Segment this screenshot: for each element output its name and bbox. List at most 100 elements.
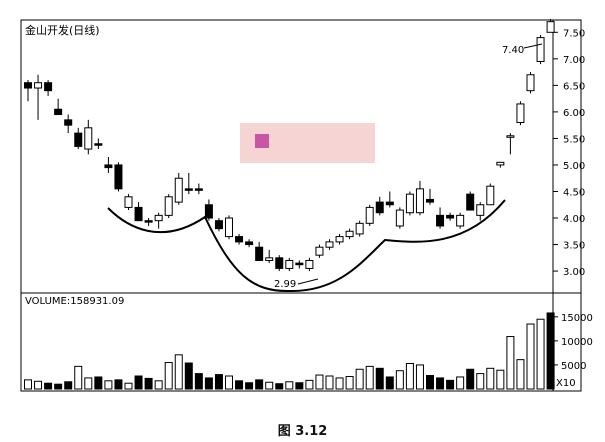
volume-bar (536, 318, 545, 390)
candle-body (285, 259, 294, 269)
candle-body (385, 201, 394, 206)
volume-bar (365, 365, 374, 390)
volume-bar (456, 376, 465, 390)
volume-bar (104, 380, 113, 390)
volume-bar (325, 375, 334, 390)
volume-bar (84, 377, 93, 390)
volume-bar (426, 375, 434, 390)
volume-bar (225, 375, 233, 390)
volume-bar (64, 381, 73, 390)
candle-body (526, 74, 535, 92)
volume-bar (345, 375, 354, 390)
chart-title: 金山开发(日线) (25, 23, 100, 37)
volume-bar (466, 368, 475, 390)
volume-bar (174, 354, 183, 390)
chart-frame (20, 19, 582, 392)
volume-bar (144, 377, 153, 390)
price-tick-label: 7.50 (563, 28, 585, 39)
price-tick-label: 6.50 (563, 81, 585, 92)
high-arrow (523, 43, 543, 49)
candle-body (546, 21, 555, 33)
volume-bar (275, 383, 284, 390)
volume-bar (114, 379, 123, 390)
volume-bar (74, 365, 83, 390)
figure-caption: 图 3.12 (277, 424, 328, 439)
volume-bar (415, 364, 424, 390)
candle-body (426, 198, 434, 203)
volume-bar (54, 383, 63, 390)
volume-bar (24, 379, 32, 390)
candle-body (84, 127, 93, 150)
candle-body (245, 241, 254, 246)
candle-body (134, 206, 143, 222)
candle-body (54, 108, 63, 116)
candle-body (536, 37, 545, 62)
volume-bar (385, 376, 394, 390)
volume-tick-label: 10000 (561, 337, 593, 348)
candle-body (24, 82, 32, 89)
candle-body (355, 222, 364, 235)
candle-body (345, 230, 354, 238)
volume-bar (285, 381, 294, 390)
candle-body (456, 214, 465, 227)
candle-body (375, 201, 384, 214)
candle-body (74, 132, 83, 147)
volume-bar (516, 359, 525, 390)
candle-body (184, 188, 193, 191)
candle-body (124, 196, 133, 208)
candle-body (446, 214, 455, 219)
candle-body (174, 177, 183, 203)
volume-bar (496, 369, 505, 390)
price-tick-label: 3.50 (563, 241, 585, 252)
volume-bar (526, 323, 535, 390)
candle-body (235, 236, 244, 243)
candle-body (104, 164, 113, 169)
candle-body (64, 119, 73, 126)
candle-body (415, 188, 424, 214)
volume-bar (124, 382, 133, 390)
candle-body (315, 246, 324, 256)
volume-tick-label: 15000 (561, 313, 593, 324)
bottom-curve (107, 199, 506, 293)
volume-bar (436, 377, 445, 390)
candle-body (486, 185, 495, 206)
volume-tick-label: 5000 (561, 361, 586, 372)
price-tick-label: 7.00 (563, 55, 585, 66)
candle-body (335, 236, 344, 243)
candle-body (466, 193, 475, 211)
price-tick-label: 3.00 (563, 267, 585, 278)
candle-body (395, 209, 404, 227)
price-tick-label: 4.50 (563, 187, 585, 198)
volume-bar (154, 380, 163, 390)
volume-bar (335, 377, 344, 390)
low-label: 2.99 (274, 279, 296, 290)
volume-bar (546, 312, 555, 390)
watermark-mark (255, 134, 269, 148)
volume-label: VOLUME:158931.09 (25, 296, 124, 307)
high-label: 7.40 (502, 45, 524, 56)
volume-bar (355, 368, 364, 390)
candle-body (34, 82, 43, 89)
candle-body (506, 135, 515, 138)
volume-bar (295, 382, 304, 390)
volume-multiplier: X10 (556, 378, 576, 389)
candle-body (295, 262, 304, 266)
candle-body (225, 217, 233, 238)
price-tick-label: 5.00 (563, 161, 585, 172)
candle-body (194, 188, 203, 191)
volume-bar (44, 382, 53, 390)
candle-body (275, 257, 284, 269)
volume-bar (194, 373, 203, 390)
volume-bar (245, 382, 254, 390)
volume-bar (486, 367, 495, 390)
volume-bar (265, 381, 274, 390)
volume-bar (214, 374, 223, 390)
volume-bar (506, 336, 515, 390)
volume-bar (395, 370, 404, 390)
volume-bar (255, 379, 264, 390)
volume-bar (34, 380, 43, 390)
volume-bar (446, 379, 455, 390)
low-arrow (297, 278, 319, 285)
candle-body (214, 220, 223, 230)
